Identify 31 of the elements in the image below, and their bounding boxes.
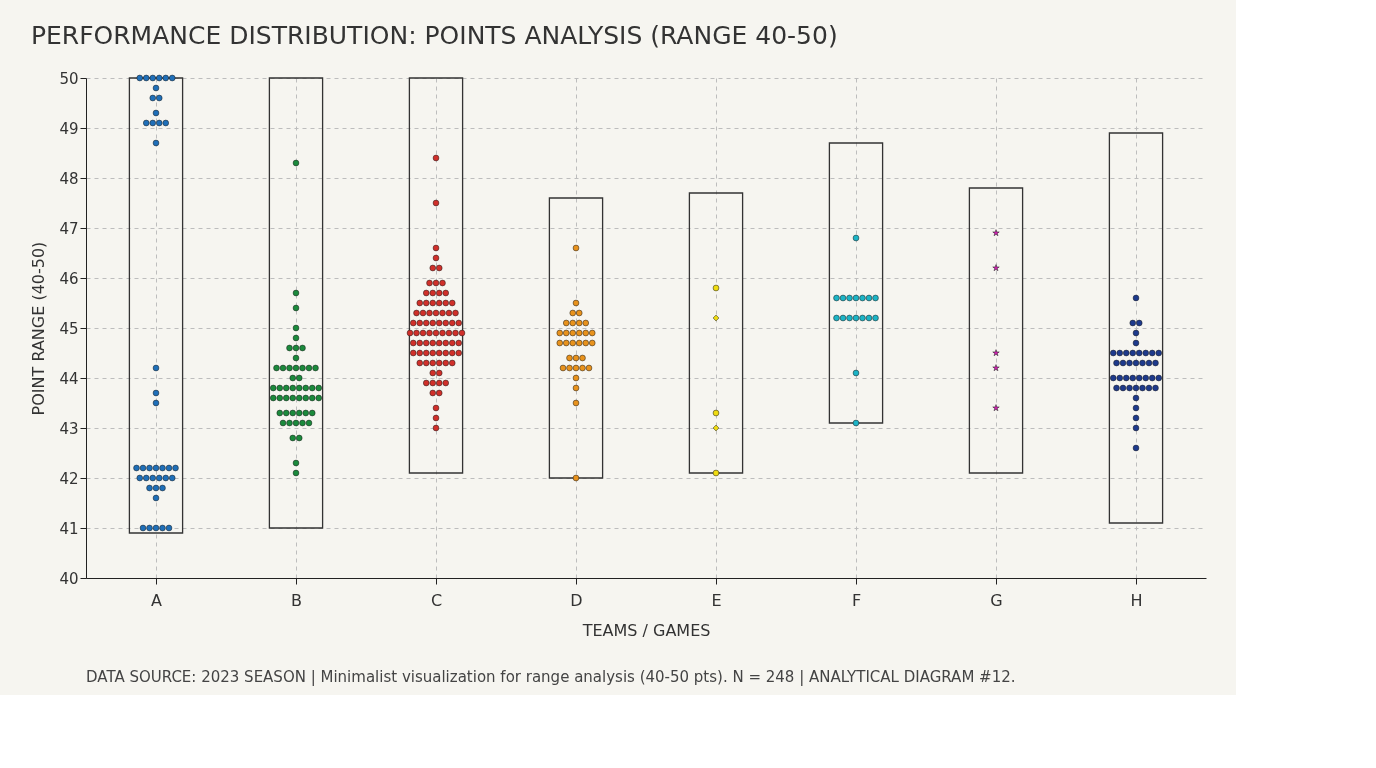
x-tick-label: A: [151, 590, 163, 610]
y-tick-label: 43: [59, 419, 79, 438]
x-tick-label: G: [990, 590, 1003, 610]
y-tick-label: 49: [59, 119, 79, 138]
bar: [268, 77, 324, 529]
bar: [1108, 132, 1164, 524]
x-tick-label: B: [291, 590, 302, 610]
x-tick-label: D: [570, 590, 583, 610]
bar: [968, 187, 1024, 474]
bar: [828, 142, 884, 424]
y-tick-label: 42: [59, 469, 79, 488]
y-tick-label: 40: [59, 569, 79, 588]
x-tick-label: E: [711, 590, 722, 610]
x-tick-label: F: [851, 590, 862, 610]
y-tick-label: 45: [59, 319, 79, 338]
bar: [128, 77, 184, 534]
y-tick-label: 50: [59, 69, 79, 88]
bar: [688, 192, 744, 474]
x-axis-title: TEAMS / GAMES: [581, 620, 711, 640]
y-tick-label: 48: [59, 169, 79, 188]
bar: [548, 197, 604, 479]
y-tick-label: 47: [59, 219, 79, 238]
x-tick-label: H: [1130, 590, 1143, 610]
y-axis-title: POINT RANGE (40-50): [29, 241, 49, 416]
y-tick-label: 41: [59, 519, 79, 538]
source-note: DATA SOURCE: 2023 SEASON | Minimalist visualization for range analysis (40-50 pts). N = 248 | ANALYTICAL DIAGRAM #12.: [86, 668, 1016, 686]
x-tick-label: C: [430, 590, 443, 610]
chart-title: PERFORMANCE DISTRIBUTION: POINTS ANALYSIS (RANGE 40-50): [30, 21, 838, 50]
y-tick-label: 46: [59, 269, 79, 288]
bar: [408, 77, 464, 474]
y-tick-label: 44: [59, 369, 79, 388]
